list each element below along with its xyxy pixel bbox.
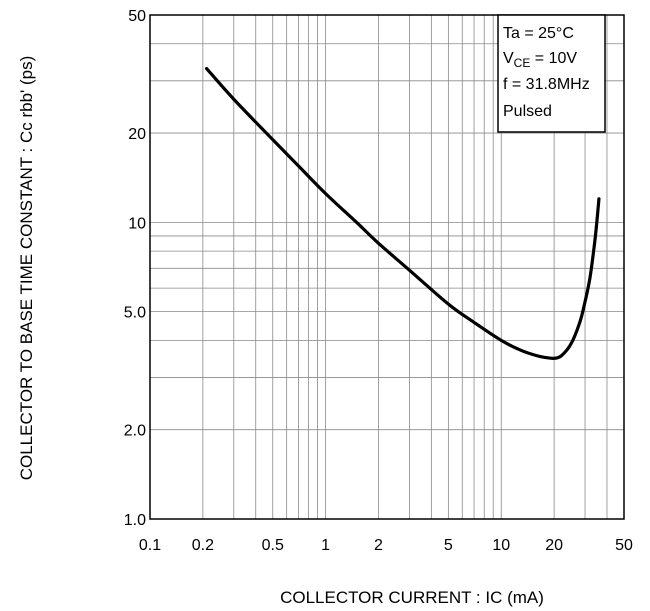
x-tick-label: 20 [545, 537, 563, 554]
x-tick-label: 10 [492, 537, 510, 554]
series-line [204, 66, 601, 361]
legend-box [497, 14, 606, 133]
x-tick-label: 50 [615, 537, 633, 554]
tick-labels: 0.1 0.2 0.5 1 2 5 10 20 50 1.0 2.0 5.0 10 20 50 [124, 8, 633, 554]
y-tick-label: 5.0 [124, 305, 146, 322]
conditions-legend: Ta = 25°C VCE = 10V f = 31.8MHz Pulsed [497, 14, 606, 133]
legend-freq: f = 31.8MHz [503, 76, 590, 93]
x-tick-label: 0.1 [139, 537, 161, 554]
grid [150, 15, 624, 519]
y-tick-label: 20 [128, 126, 146, 143]
legend-mode: Pulsed [503, 103, 552, 120]
y-tick-label: 2.0 [124, 423, 146, 440]
legend-vce: VCE = 10V [503, 50, 577, 70]
legend-ta: Ta = 25°C [503, 25, 574, 42]
series-layer [204, 66, 601, 361]
x-tick-label: 2 [374, 537, 383, 554]
y-tick-label: 50 [128, 8, 146, 25]
x-tick-label: 1 [321, 537, 330, 554]
x-axis-label: COLLECTOR CURRENT : IC (mA) [280, 588, 544, 607]
y-axis-label: COLLECTOR TO BASE TIME CONSTANT : Cc rbb… [17, 56, 36, 481]
x-tick-label: 0.5 [262, 537, 284, 554]
y-tick-label: 10 [128, 215, 146, 232]
plot-frame [149, 14, 625, 520]
x-tick-label: 5 [444, 537, 453, 554]
y-tick-label: 1.0 [124, 512, 146, 529]
x-tick-label: 0.2 [192, 537, 214, 554]
